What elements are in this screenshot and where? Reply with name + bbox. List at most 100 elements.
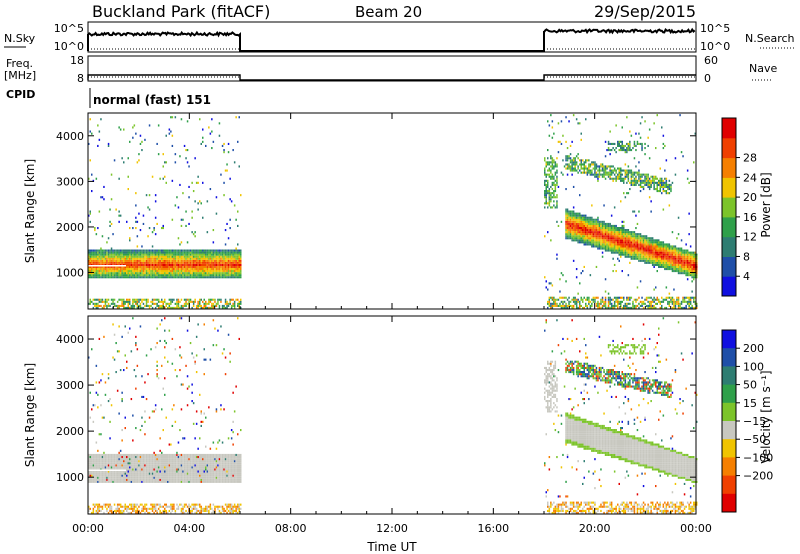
- range-cell: [615, 233, 617, 236]
- range-cell: [571, 214, 573, 217]
- range-cell: [209, 265, 212, 268]
- range-cell: [124, 507, 126, 510]
- range-cell: [104, 476, 107, 479]
- range-cell: [100, 480, 102, 483]
- range-cell: [167, 259, 169, 262]
- range-cell: [676, 298, 678, 301]
- range-cell: [100, 509, 102, 512]
- range-cell: [104, 466, 107, 469]
- range-cell: [192, 272, 195, 275]
- range-cell: [180, 118, 183, 121]
- range-cell: [88, 474, 90, 477]
- range-cell: [145, 300, 148, 303]
- range-cell: [612, 245, 614, 248]
- range-cell: [157, 274, 160, 277]
- range-cell: [604, 171, 607, 174]
- range-cell: [157, 270, 160, 273]
- range-cell: [583, 231, 585, 234]
- range-cell: [655, 188, 657, 191]
- range-cell: [545, 161, 547, 164]
- range-cell: [639, 142, 642, 145]
- range-cell: [604, 243, 607, 246]
- range-cell: [588, 302, 590, 305]
- range-cell: [139, 302, 142, 305]
- range-cell: [189, 253, 192, 256]
- range-cell: [594, 231, 596, 234]
- range-cell: [208, 263, 210, 266]
- range-cell: [104, 456, 107, 459]
- range-cell: [139, 263, 142, 266]
- range-cell: [618, 142, 620, 145]
- range-cell: [626, 229, 628, 232]
- range-cell: [620, 255, 622, 258]
- range-cell: [240, 249, 242, 252]
- range-cell: [568, 235, 570, 238]
- range-cell: [197, 208, 199, 211]
- range-cell: [151, 249, 154, 252]
- range-cell: [195, 270, 198, 273]
- range-cell: [233, 249, 236, 252]
- range-cell: [617, 140, 619, 143]
- range-cell: [553, 200, 555, 203]
- range-cell: [639, 190, 642, 193]
- range-cell: [129, 468, 131, 471]
- range-cell: [197, 270, 199, 273]
- range-cell: [121, 391, 123, 394]
- range-cell: [641, 239, 643, 242]
- range-cell: [559, 304, 561, 307]
- range-cell: [693, 300, 695, 303]
- range-cell: [551, 181, 554, 184]
- range-cell: [624, 249, 627, 252]
- range-cell: [683, 265, 686, 268]
- range-cell: [127, 188, 129, 191]
- range-cell: [124, 453, 126, 456]
- range-cell: [661, 253, 663, 256]
- range-cell: [164, 276, 166, 279]
- range-cell: [106, 460, 108, 463]
- range-cell: [161, 249, 163, 252]
- range-cell: [118, 306, 120, 309]
- range-cell: [230, 251, 233, 254]
- noise-search-label: N.Search: [745, 32, 795, 45]
- range-cell: [577, 212, 579, 215]
- range-cell: [180, 298, 183, 301]
- range-cell: [623, 181, 625, 184]
- range-cell: [232, 261, 234, 264]
- range-cell: [132, 460, 134, 463]
- range-cell: [179, 272, 181, 275]
- range-cell: [106, 480, 108, 483]
- range-cell: [227, 265, 230, 268]
- range-cell: [95, 511, 98, 514]
- range-cell: [168, 257, 171, 260]
- range-cell: [601, 220, 604, 223]
- range-cell: [211, 130, 213, 133]
- range-cell: [92, 253, 95, 256]
- range-cell: [566, 208, 569, 211]
- range-cell: [101, 507, 104, 510]
- range-cell: [97, 458, 99, 461]
- range-cell: [610, 306, 613, 309]
- range-cell: [575, 222, 578, 225]
- range-cell: [553, 167, 555, 170]
- range-cell: [206, 276, 209, 279]
- range-cell: [688, 302, 690, 305]
- range-cell: [579, 227, 581, 230]
- range-cell: [103, 472, 105, 475]
- range-cell: [173, 261, 175, 264]
- range-cell: [618, 300, 620, 303]
- range-cell: [659, 302, 661, 305]
- range-cell: [156, 261, 158, 264]
- range-cell: [633, 241, 636, 244]
- range-cell: [568, 220, 570, 223]
- range-cell: [100, 257, 102, 260]
- range-cell: [656, 247, 658, 250]
- range-cell: [693, 251, 695, 254]
- range-cell: [603, 247, 605, 250]
- range-cell: [101, 453, 104, 456]
- range-cell: [168, 251, 171, 254]
- range-cell: [612, 243, 614, 246]
- range-cell: [233, 261, 236, 264]
- range-cell: [613, 304, 616, 307]
- range-cell: [129, 140, 131, 143]
- range-cell: [226, 263, 228, 266]
